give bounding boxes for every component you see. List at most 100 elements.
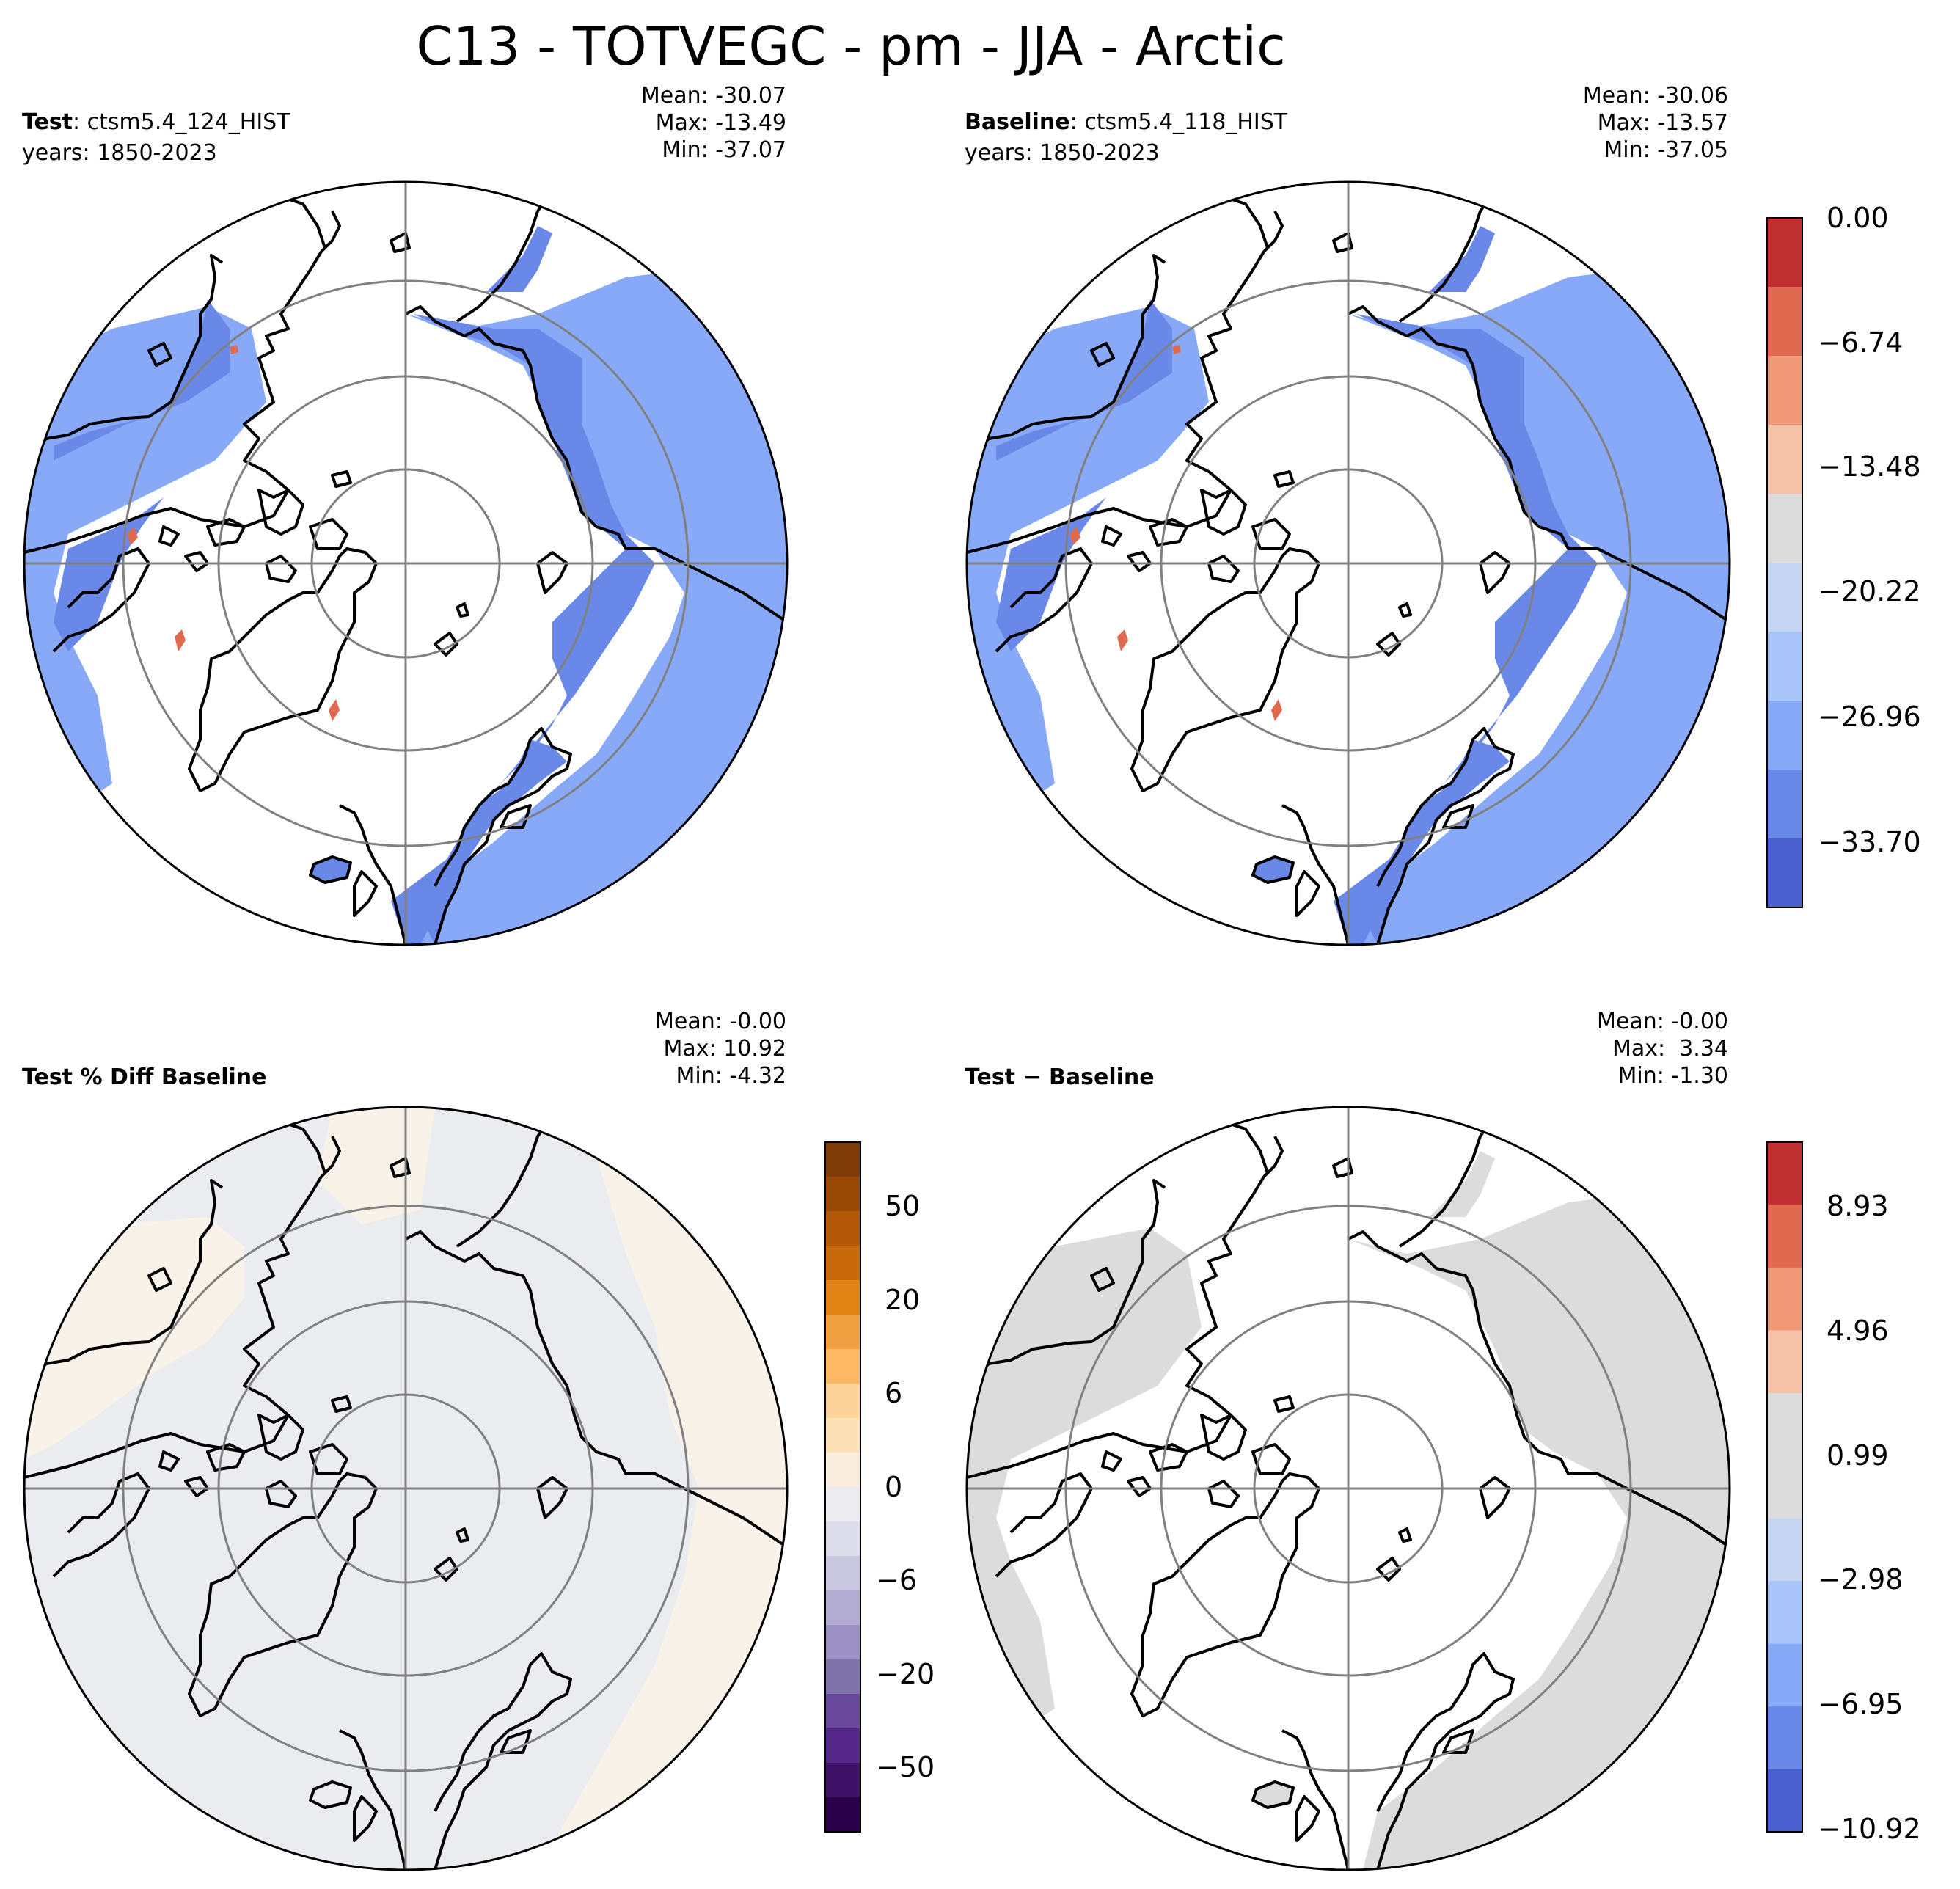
diff-max: Max: 3.34 [1612,1036,1728,1062]
pct-diff-label-bold: Test % Diff Baseline [22,1064,267,1090]
baseline-red-patch-4 [1172,345,1181,354]
baseline-label: Baseline: ctsm5.4_118_HIST [965,109,1287,136]
pct-tick-5: −20 [876,1658,935,1690]
diff-stats: Mean: -0.00 Max: 3.34 Min: -1.30 [1597,1008,1728,1089]
pct-colorbar-segment [825,1487,860,1522]
test-europe-dark [420,739,567,945]
test-label-bold: Test [22,109,73,135]
diff-tick-3: −2.98 [1818,1563,1904,1596]
pct-colorbar-segment [825,1763,860,1798]
pct-diff-map [23,1106,789,1871]
main-colorbar-segment [1767,494,1802,563]
diff-eurasia-land [1348,1195,1730,1870]
test-label-case: : ctsm5.4_124_HIST [73,109,290,135]
pct-colorbar-segment [825,1556,860,1591]
pct-tick-1: 20 [885,1284,921,1316]
pct-colorbar-segment [825,1349,860,1384]
pct-colorbar-segment [825,1521,860,1557]
main-tick-1: −6.74 [1818,326,1904,359]
test-alaska-dark [486,226,552,292]
test-red-patch-4 [230,345,238,354]
pct-diff-mean: Mean: -0.00 [654,1009,786,1034]
test-min: Min: -37.07 [662,137,786,163]
pct-colorbar-segment [825,1728,860,1764]
baseline-europe-dark [1363,739,1510,945]
baseline-label-bold: Baseline [965,109,1070,135]
pct-diff-max: Max: 10.92 [663,1036,786,1062]
baseline-eurasia-light [1348,270,1730,945]
diff-colorbar-segment [1767,1581,1802,1645]
test-iceland [310,857,351,883]
diff-colorbar-segment [1767,1330,1802,1394]
diff-tick-5: −10.92 [1818,1813,1921,1845]
pct-tick-3: 0 [885,1471,903,1503]
figure-title: C13 - TOTVEGC - pm - JJA - Arctic [416,15,1286,77]
diff-label: Test − Baseline [965,1064,1155,1091]
main-colorbar-segment [1767,356,1802,425]
pct-colorbar-segment [825,1315,860,1350]
pct-diff-stats: Mean: -0.00 Max: 10.92 Min: -4.32 [655,1008,786,1089]
diff-min: Min: -1.30 [1617,1063,1729,1089]
pct-colorbar-segment [825,1453,860,1488]
diff-iceland [1253,1782,1293,1808]
baseline-red-patch-1 [1117,629,1128,651]
pct-colorbar-segment [825,1797,860,1833]
pct-tick-4: −6 [876,1564,918,1596]
test-eurasia-light [406,270,787,945]
pct-diff-colorbar [824,1141,861,1833]
diff-colorbar-frame [1766,1141,1803,1833]
pct-diff-ocean-tint-east [538,1107,787,1870]
test-years: years: 1850-2023 [22,140,217,166]
main-tick-5: −33.70 [1818,826,1921,858]
baseline-iceland [1253,857,1293,883]
main-colorbar-segment [1767,425,1802,494]
test-red-patch-2 [329,699,340,721]
diff-colorbar-segment [1767,1455,1802,1519]
baseline-stats: Mean: -30.06 Max: -13.57 Min: -37.05 [1583,82,1728,164]
baseline-red-patch-3 [1069,527,1080,545]
pct-tick-2: 6 [885,1377,903,1409]
diff-colorbar-segment [1767,1518,1802,1582]
baseline-label-case: : ctsm5.4_118_HIST [1069,109,1288,135]
test-eurasia-dark [391,314,655,945]
diff-colorbar-segment [1767,1769,1802,1833]
diff-na-land [967,1228,1202,1767]
main-colorbar-segment [1767,701,1802,770]
diff-tick-4: −6.95 [1818,1688,1904,1720]
baseline-max: Max: -13.57 [1597,110,1728,136]
diff-mean: Mean: -0.00 [1596,1009,1728,1034]
pct-colorbar-segment [825,1659,860,1695]
pct-colorbar-segment [825,1625,860,1660]
pct-tick-6: −50 [876,1751,935,1783]
pct-colorbar-segment [825,1142,860,1177]
main-colorbar-segment [1767,632,1802,701]
pct-colorbar-segment [825,1590,860,1626]
test-mean: Mean: -30.07 [640,83,786,109]
main-colorbar-segment [1767,218,1802,288]
test-red-patch-1 [175,629,186,651]
pct-colorbar-segment [825,1384,860,1419]
pct-colorbar-segment [825,1418,860,1453]
diff-colorbar-segment [1767,1392,1802,1456]
main-colorbar-segment [1767,287,1802,357]
pct-colorbar-frame [824,1141,861,1833]
diff-tick-1: 4.96 [1826,1315,1889,1347]
diff-colorbar-segment [1767,1706,1802,1770]
pct-tick-0: 50 [885,1190,921,1222]
pct-colorbar-segment [825,1694,860,1729]
pct-diff-label: Test % Diff Baseline [22,1064,267,1091]
diff-label-bold: Test − Baseline [965,1064,1155,1090]
baseline-map [965,180,1731,946]
test-max: Max: -13.49 [655,110,786,136]
diff-colorbar-segment [1767,1643,1802,1707]
main-tick-0: 0.00 [1826,202,1889,234]
test-label: Test: ctsm5.4_124_HIST [22,109,290,136]
main-colorbar-segment [1767,563,1802,632]
pct-diff-min: Min: -4.32 [676,1063,787,1089]
test-red-patch-3 [127,527,138,545]
main-tick-3: −20.22 [1818,575,1921,607]
baseline-min: Min: -37.05 [1604,137,1728,163]
pct-colorbar-segment [825,1177,860,1212]
test-stats: Mean: -30.07 Max: -13.49 Min: -37.07 [641,82,786,164]
baseline-alaska-dark [1429,226,1495,292]
